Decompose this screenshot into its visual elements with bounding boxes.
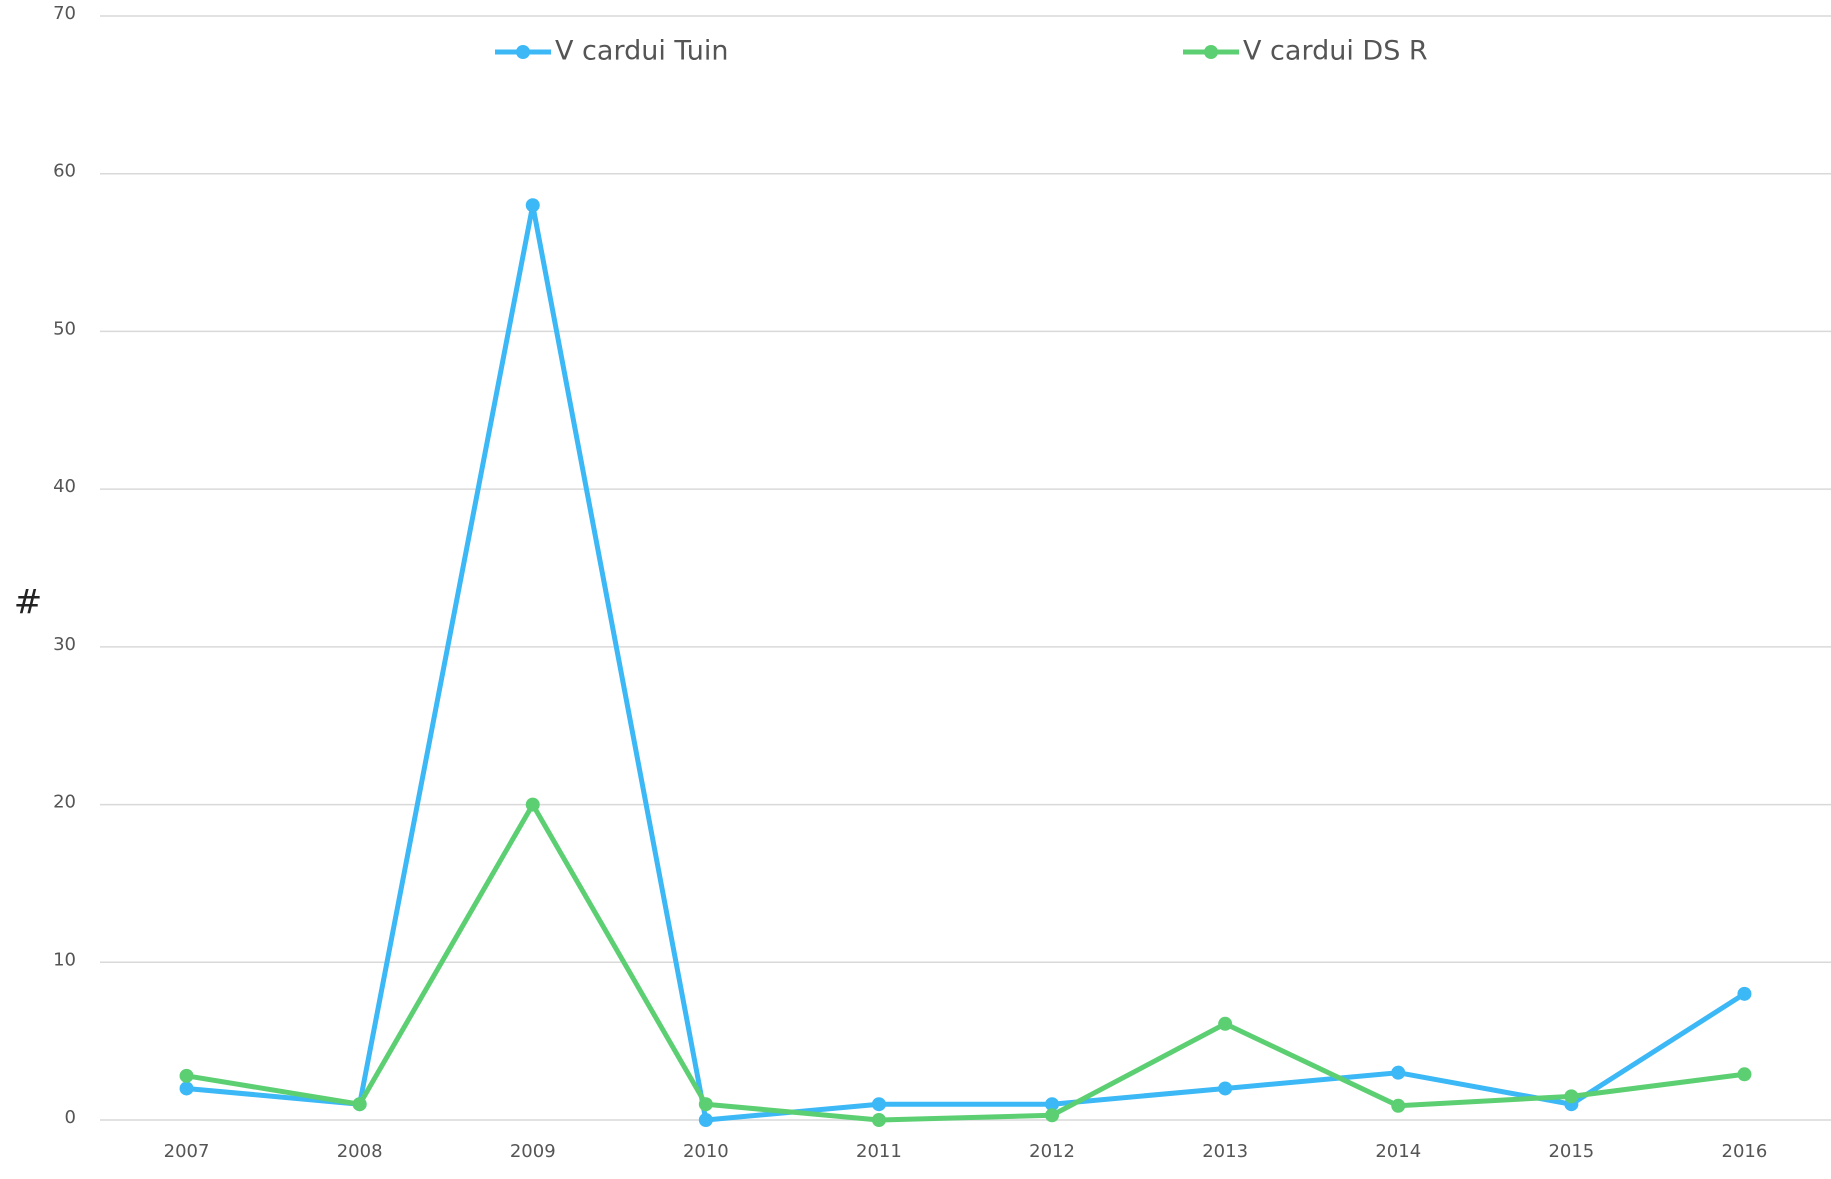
data-point bbox=[1218, 1081, 1233, 1096]
data-point bbox=[1218, 1016, 1233, 1031]
data-point bbox=[698, 1097, 713, 1112]
legend-marker bbox=[516, 45, 530, 59]
y-tick-label: 0 bbox=[65, 1107, 76, 1128]
x-tick-label: 2011 bbox=[856, 1141, 902, 1162]
legend-label: V cardui Tuin bbox=[555, 36, 729, 67]
y-tick-label: 40 bbox=[53, 476, 76, 497]
x-tick-label: 2009 bbox=[510, 1141, 556, 1162]
data-point bbox=[525, 198, 540, 213]
legend-marker bbox=[1204, 45, 1218, 59]
x-tick-label: 2014 bbox=[1375, 1141, 1421, 1162]
data-point bbox=[871, 1113, 886, 1127]
x-tick-label: 2008 bbox=[337, 1141, 383, 1162]
x-tick-label: 2016 bbox=[1722, 1141, 1768, 1162]
series-line bbox=[186, 802, 1745, 1123]
data-point bbox=[698, 1113, 713, 1127]
x-tick-label: 2010 bbox=[683, 1141, 729, 1162]
x-tick-label: 2012 bbox=[1029, 1141, 1075, 1162]
x-tick-label: 2007 bbox=[164, 1141, 210, 1162]
series-line bbox=[186, 202, 1746, 1123]
y-tick-label: 10 bbox=[53, 949, 76, 970]
data-point bbox=[1737, 986, 1752, 1001]
y-tick-label: 30 bbox=[53, 634, 76, 655]
data-point bbox=[871, 1097, 886, 1112]
y-tick-label: 20 bbox=[53, 792, 76, 813]
data-point bbox=[1045, 1108, 1060, 1123]
x-tick-label: 2013 bbox=[1202, 1141, 1248, 1162]
legend-label: V cardui DS R bbox=[1243, 36, 1428, 67]
data-point bbox=[525, 797, 540, 812]
data-point bbox=[179, 1081, 194, 1096]
data-point bbox=[179, 1068, 194, 1083]
y-tick-label: 60 bbox=[53, 161, 76, 182]
data-point bbox=[1737, 1067, 1752, 1082]
data-point bbox=[1391, 1065, 1406, 1080]
data-point bbox=[352, 1097, 367, 1112]
y-tick-label: 50 bbox=[53, 318, 76, 339]
data-point bbox=[1564, 1089, 1579, 1104]
x-tick-label: 2015 bbox=[1548, 1141, 1594, 1162]
y-tick-label: 70 bbox=[53, 3, 76, 24]
data-point bbox=[1045, 1097, 1060, 1112]
y-axis-label: # bbox=[14, 583, 43, 623]
data-point bbox=[1391, 1098, 1406, 1113]
